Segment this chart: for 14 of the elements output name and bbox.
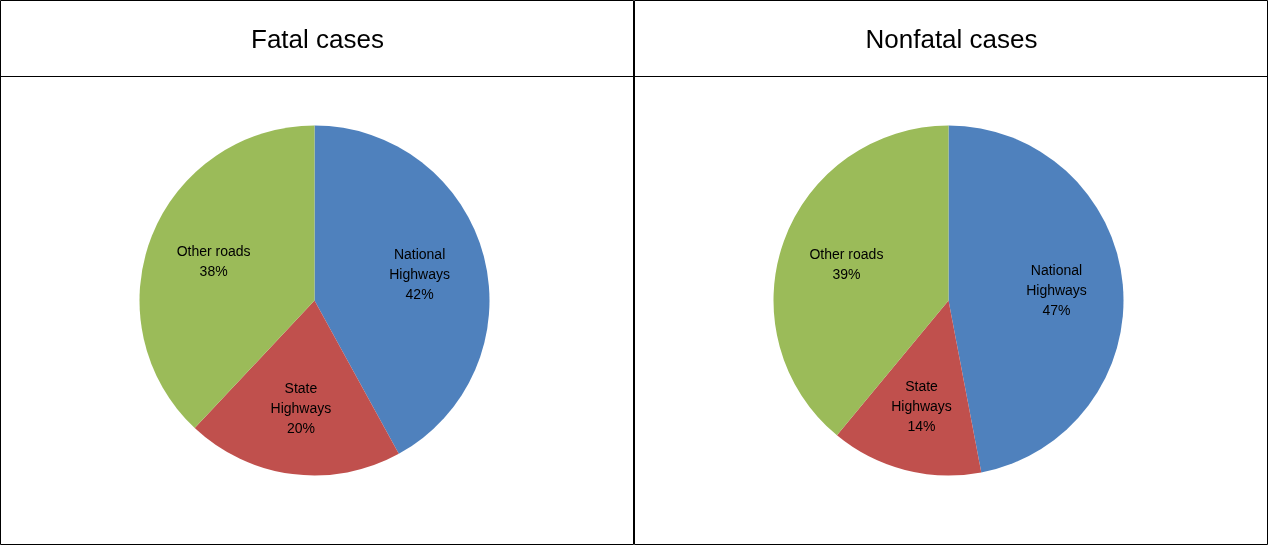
slice-label: Other roads: [809, 245, 884, 262]
chart-title: Nonfatal cases: [865, 23, 1038, 54]
data-label: 42%: [405, 285, 434, 302]
data-label: 38%: [199, 262, 228, 279]
slice-label: State Highways: [270, 380, 332, 417]
slice-label: National Highways: [1026, 262, 1087, 299]
data-label: 20%: [286, 420, 315, 437]
slice-label: State Highways: [891, 377, 952, 414]
slice-label: National Highways: [389, 245, 450, 282]
slice-label: Other roads: [176, 242, 251, 259]
chart-title: Fatal cases: [251, 23, 384, 54]
data-label: 14%: [907, 417, 936, 434]
data-label: 39%: [832, 265, 861, 282]
data-label: 47%: [1042, 302, 1071, 319]
